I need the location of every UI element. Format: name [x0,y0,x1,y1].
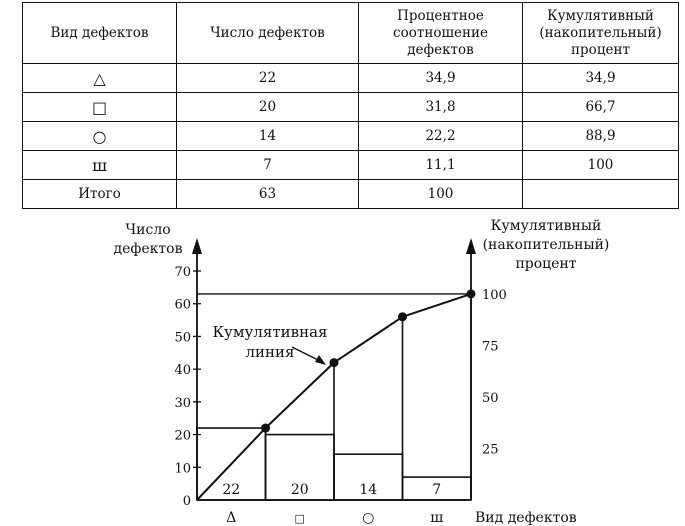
table-row: ○ 14 22,2 88,9 [22,121,679,151]
category-label: ш [430,510,443,526]
cumulative-point [466,289,476,299]
bar-value-label: 20 [291,482,309,498]
header-cumulative-percent: Кумулятивный (накопительный) процент [522,2,679,64]
pareto-chart: 0 10 20 30 40 50 60 70 25 50 75 100 22 Δ 20 □ 14 ○ 7 ш Кумул… [114,218,610,526]
left-tick-label: 0 [183,494,191,509]
table-row: Итого 63 100 [22,179,679,209]
cell-cumulative: 66,7 [522,92,679,122]
right-axis-title: Кумулятивный (накопительный) процент [483,218,610,272]
cumulative-line-segment [196,427,267,501]
cell-defect-count: 14 [176,121,359,151]
left-tick-label: 20 [174,429,191,444]
cumulative-line-segment [333,315,404,364]
cumulative-line-segment [402,292,472,318]
category-label: □ [295,512,305,525]
left-tick-label: 50 [174,330,191,345]
cell-defect-type: □ [22,92,177,122]
cumulative-point [261,423,270,433]
annotation-arrowhead [315,355,326,365]
header-defect-type: Вид дефектов [22,2,177,64]
cell-defect-type: ○ [22,121,177,151]
left-axis-arrow [192,238,202,254]
cell-cumulative [522,179,679,209]
cumulative-point [398,312,407,322]
cell-cumulative: 88,9 [522,121,679,151]
right-axis-arrow [466,238,476,254]
cell-defect-percent: 34,9 [358,63,523,93]
cell-defect-percent: 100 [358,179,523,209]
cell-defect-percent: 11,1 [358,150,523,180]
left-tick-label: 70 [174,265,191,280]
cell-defect-count: 7 [176,150,359,180]
cell-defect-type: ш [22,150,177,180]
cell-cumulative: 100 [522,150,679,180]
table-row: □ 20 31,8 66,7 [22,92,679,122]
cell-defect-type: Итого [22,179,177,209]
left-tick-label: 40 [174,363,191,378]
bar-value-label: 22 [222,482,240,498]
left-tick-label: 10 [174,461,191,476]
category-label: ○ [362,510,374,526]
left-tick-label: 60 [174,298,191,313]
right-tick-label: 50 [482,391,499,406]
cell-defect-count: 20 [176,92,359,122]
x-axis-title: Вид дефектов [475,510,577,526]
table-row: △ 22 34,9 34,9 [22,63,679,93]
cell-defect-count: 22 [176,63,359,93]
table-row: ш 7 11,1 100 [22,150,679,180]
left-tick-label: 30 [174,396,191,411]
right-tick-label: 25 [482,442,499,457]
cumulative-line-segment [264,361,335,429]
cell-defect-percent: 22,2 [358,121,523,151]
cell-defect-count: 63 [176,179,359,209]
table-header-row: Вид дефектов Число дефектов Процентное с… [22,2,679,64]
cell-defect-percent: 31,8 [358,92,523,122]
header-defect-count: Число дефектов [176,2,359,64]
right-tick-label: 100 [482,288,507,303]
header-defect-percent: Процентное соотношение дефектов [358,2,523,64]
cumulative-line-annotation: Кумулятивная линия [212,323,327,361]
annotation-pointer [291,346,319,361]
category-label: Δ [226,510,236,526]
left-axis-title: Число дефектов [114,222,183,257]
bar-value-label: 14 [359,482,377,498]
cumulative-point [329,358,339,368]
right-tick-label: 75 [482,339,499,354]
defect-table: Вид дефектов Число дефектов Процентное с… [22,2,679,209]
cell-cumulative: 34,9 [522,63,679,93]
bar-value-label: 7 [432,482,441,498]
cell-defect-type: △ [22,63,177,93]
